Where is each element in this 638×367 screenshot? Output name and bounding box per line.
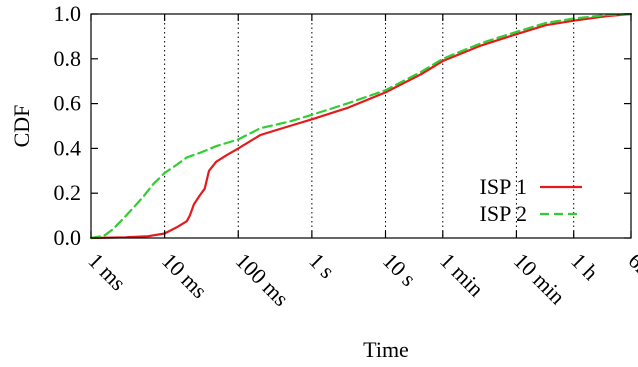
x-tick-label: 10 s — [378, 248, 421, 291]
legend-label-2: ISP 2 — [480, 201, 527, 226]
x-tick-label: 6h — [623, 248, 638, 281]
y-tick-label: 0.0 — [54, 225, 82, 250]
y-tick-label: 1.0 — [54, 1, 82, 26]
y-axis-ticks: 0.0 0.2 0.4 0.6 0.8 1.0 — [54, 1, 631, 250]
x-tick-label: 1 s — [304, 248, 339, 283]
x-tick-label: 1 h — [566, 248, 603, 285]
series-line-2 — [89, 12, 633, 240]
legend-label-1: ISP 1 — [480, 174, 527, 199]
x-axis-label: Time — [363, 337, 409, 362]
y-tick-label: 0.6 — [54, 91, 82, 116]
series-lines — [89, 12, 633, 240]
x-tick-label: 1 ms — [83, 248, 131, 296]
y-tick-label: 0.4 — [54, 135, 82, 160]
grid-lines — [164, 14, 575, 238]
y-axis-label: CDF — [9, 105, 34, 148]
x-tick-label: 10 ms — [157, 248, 212, 303]
x-tick-label: 1 min — [435, 248, 489, 302]
y-tick-label: 0.2 — [54, 180, 82, 205]
x-tick-label: 10 min — [509, 248, 570, 309]
plot-frame — [90, 13, 632, 239]
y-tick-label: 0.8 — [54, 46, 82, 71]
x-tick-label: 100 ms — [231, 248, 294, 311]
series-line-1 — [89, 12, 633, 240]
